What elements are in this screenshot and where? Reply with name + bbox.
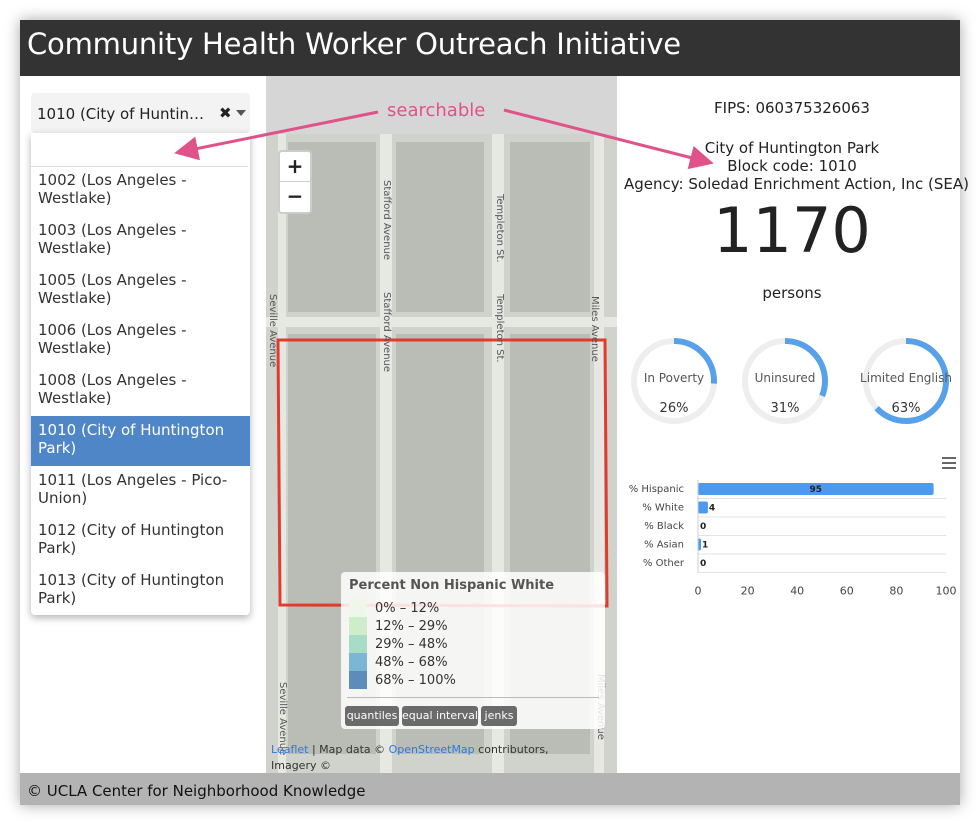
leaflet-link[interactable]: Leaflet bbox=[271, 743, 309, 756]
legend-title: Percent Non Hispanic White bbox=[349, 578, 555, 593]
block-select[interactable]: 1010 (City of Huntington Park) ✖ bbox=[31, 93, 250, 133]
clear-icon[interactable]: ✖ bbox=[219, 104, 232, 122]
data-label: 0 bbox=[700, 522, 706, 532]
select-option[interactable]: 1002 (Los Angeles - Westlake) bbox=[38, 171, 187, 207]
donut-arc bbox=[631, 338, 717, 424]
persons-label: persons bbox=[762, 284, 822, 302]
page-title: Community Health Worker Outreach Initiat… bbox=[27, 27, 681, 61]
donut-value: 31% bbox=[770, 401, 800, 416]
arrow-left bbox=[174, 110, 379, 161]
donut-2 bbox=[863, 338, 949, 424]
category-label: % Black bbox=[644, 521, 684, 532]
x-tick-label: 100 bbox=[936, 585, 957, 598]
street-label-6: Miles Avenue bbox=[589, 296, 600, 362]
header-bar: Community Health Worker Outreach Initiat… bbox=[20, 20, 960, 76]
attribution-text-1: | Map data © bbox=[308, 743, 389, 756]
x-tick-label: 80 bbox=[889, 585, 903, 598]
footer-bar: © UCLA Center for Neighborhood Knowledge bbox=[20, 773, 960, 805]
demographics-bar-chart: % Hispanic 95 % White 4 % Black 0 % Asian 1 % Ot… bbox=[629, 480, 957, 598]
select-option[interactable]: 1003 (Los Angeles - Westlake) bbox=[38, 221, 187, 257]
street-label-3: Templeton St. bbox=[494, 193, 505, 263]
menu-icon[interactable] bbox=[942, 457, 956, 472]
chevron-down-icon[interactable] bbox=[236, 110, 246, 116]
callout-arrows bbox=[174, 108, 714, 170]
zoom-control: + − bbox=[278, 150, 312, 214]
zoom-in-button[interactable]: + bbox=[280, 152, 310, 182]
x-tick-label: 0 bbox=[695, 585, 702, 598]
category-label: % White bbox=[642, 503, 684, 514]
data-label: 95 bbox=[810, 485, 823, 495]
bar bbox=[698, 501, 708, 514]
donut-arc bbox=[863, 338, 949, 424]
legend-label: 0% – 12% bbox=[375, 601, 440, 616]
bar bbox=[698, 483, 934, 495]
map-panel[interactable]: Stafford Avenue Stafford Avenue Templeto… bbox=[266, 76, 617, 773]
street-label-1: Stafford Avenue bbox=[381, 180, 392, 260]
data-label: 1 bbox=[702, 541, 708, 551]
persons-count: 1170 bbox=[713, 194, 871, 267]
legend-label: 48% – 68% bbox=[375, 655, 448, 670]
equal-interval-button[interactable]: equal interval bbox=[402, 706, 478, 726]
donut-value: 63% bbox=[891, 401, 921, 416]
select-option[interactable]: 1011 (Los Angeles - Pico-Union) bbox=[38, 471, 228, 507]
donut-1 bbox=[742, 338, 828, 424]
footer-text: © UCLA Center for Neighborhood Knowledge bbox=[27, 782, 366, 800]
donut-arc bbox=[742, 338, 828, 424]
select-option[interactable]: 1012 (City of Huntington Park) bbox=[38, 521, 225, 557]
legend-swatch bbox=[349, 635, 367, 653]
street-label-4: Templeton St. bbox=[494, 293, 505, 363]
donut-label: In Poverty bbox=[643, 371, 705, 385]
street-label-5: Seville Avenue bbox=[267, 294, 278, 367]
arrow-right bbox=[503, 108, 714, 170]
block-code-text: Block code: 1010 bbox=[727, 157, 857, 175]
search-input[interactable] bbox=[31, 133, 248, 167]
legend-label: 68% – 100% bbox=[375, 673, 456, 688]
select-option[interactable]: 1008 (Los Angeles - Westlake) bbox=[38, 371, 187, 407]
select-option[interactable]: 1005 (Los Angeles - Westlake) bbox=[38, 271, 187, 307]
data-label: 4 bbox=[709, 504, 715, 514]
x-tick-label: 60 bbox=[840, 585, 854, 598]
map-attribution: Leaflet | Map data © OpenStreetMap contr… bbox=[271, 742, 591, 773]
bar bbox=[698, 538, 701, 551]
city-text: City of Huntington Park bbox=[704, 139, 880, 157]
select-dropdown: 1002 (Los Angeles - Westlake) 1003 (Los A… bbox=[31, 133, 250, 615]
map-legend: Percent Non Hispanic White 0% – 12% 12% –… bbox=[341, 572, 605, 729]
legend-label: 12% – 29% bbox=[375, 619, 448, 634]
donut-label: Limited English bbox=[860, 371, 952, 385]
select-option[interactable]: 1006 (Los Angeles - Westlake) bbox=[38, 321, 187, 357]
attribution-text-2: contributors, Imagery © bbox=[271, 743, 549, 772]
select-option[interactable]: 1013 (City of Huntington Park) bbox=[38, 571, 225, 607]
data-label: 0 bbox=[700, 559, 706, 569]
app-window: Community Health Worker Outreach Initiat… bbox=[20, 20, 969, 805]
street-label-7: Seville Avenue bbox=[277, 682, 288, 755]
fips-text: FIPS: 060375326063 bbox=[714, 99, 870, 117]
jenks-button[interactable]: jenks bbox=[481, 706, 517, 726]
quantiles-button[interactable]: quantiles bbox=[345, 706, 399, 726]
select-option-selected[interactable]: 1010 (City of Huntington Park) bbox=[31, 416, 250, 466]
block-outline bbox=[276, 338, 609, 608]
donut-value: 26% bbox=[659, 401, 689, 416]
legend-swatch bbox=[349, 653, 367, 671]
legend-divider bbox=[347, 697, 599, 698]
street-label-2: Stafford Avenue bbox=[381, 292, 392, 372]
legend-swatch bbox=[349, 599, 367, 617]
category-label: % Hispanic bbox=[629, 484, 684, 495]
zoom-out-button[interactable]: − bbox=[286, 184, 304, 208]
category-label: % Asian bbox=[644, 540, 684, 551]
x-tick-label: 40 bbox=[790, 585, 804, 598]
agency-text: Agency: Soledad Enrichment Action, Inc (… bbox=[624, 175, 969, 193]
donut-label: Uninsured bbox=[754, 371, 816, 385]
legend-label: 29% – 48% bbox=[375, 637, 448, 652]
searchable-callout: searchable bbox=[387, 100, 486, 121]
legend-swatch bbox=[349, 671, 367, 689]
osm-link[interactable]: OpenStreetMap bbox=[388, 743, 475, 756]
x-tick-label: 20 bbox=[741, 585, 755, 598]
category-label: % Other bbox=[643, 558, 685, 569]
donut-0 bbox=[631, 338, 717, 424]
legend-swatch bbox=[349, 617, 367, 635]
